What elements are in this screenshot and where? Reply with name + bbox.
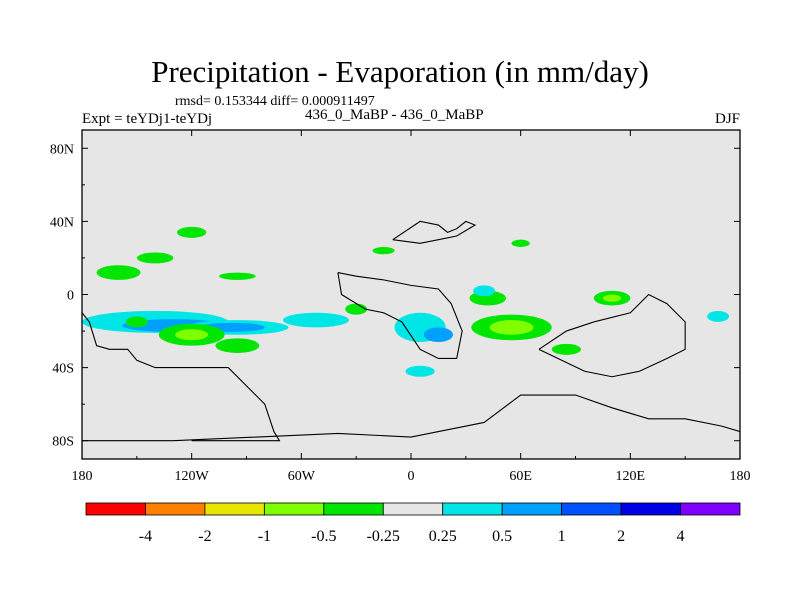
x-tick-label: 60W bbox=[288, 469, 316, 484]
pacific-north-green bbox=[96, 265, 141, 280]
x-tick-label: 180 bbox=[72, 469, 93, 484]
labelbar-label: 4 bbox=[677, 528, 685, 545]
y-tick-label: 40S bbox=[52, 362, 74, 377]
australia-coast bbox=[538, 293, 686, 378]
pacific-sw-green bbox=[215, 338, 260, 353]
eurasia-coast bbox=[392, 220, 477, 244]
west-pacific-lime bbox=[602, 294, 622, 302]
atlantic-green bbox=[345, 303, 368, 315]
experiment-label: Expt = teYDj1-teYDj bbox=[82, 111, 213, 127]
north-atlantic-green bbox=[372, 246, 395, 255]
np-small-green bbox=[219, 272, 256, 280]
south-pacific-east-cyan bbox=[707, 310, 730, 322]
africa-coast bbox=[337, 272, 463, 360]
axis-ticks: 180 120W 60W 0 60E 120E 180 80N 40N 0 40S 80S bbox=[50, 130, 751, 484]
south-america-coast bbox=[82, 312, 281, 442]
comparison-label: 436_0_MaBP - 436_0_MaBP bbox=[305, 107, 484, 123]
pacific-west-green bbox=[125, 316, 148, 328]
labelbar-box bbox=[263, 502, 325, 516]
stats-line: rmsd= 0.153344 diff= 0.000911497 bbox=[175, 94, 375, 109]
labelbar-label: 2 bbox=[617, 528, 625, 545]
antarctica-coast bbox=[82, 394, 740, 459]
x-tick-label: 0 bbox=[408, 469, 415, 484]
chart-title: Precipitation - Evaporation (in mm/day) bbox=[151, 54, 649, 89]
atlantic-cyan bbox=[283, 312, 349, 328]
labelbar-box bbox=[442, 502, 503, 516]
labelbar-label: -0.5 bbox=[311, 528, 336, 545]
asia-green bbox=[511, 239, 530, 247]
y-tick-label: 80S bbox=[52, 435, 74, 450]
labelbar-box bbox=[382, 502, 444, 516]
labelbar-box bbox=[501, 502, 563, 516]
africa-blue bbox=[423, 327, 454, 343]
labelbar-box bbox=[561, 502, 622, 516]
x-tick-label: 120W bbox=[175, 469, 210, 484]
labelbar-label: -4 bbox=[139, 528, 152, 545]
x-tick-label: 120E bbox=[616, 469, 646, 484]
contour-fields bbox=[82, 226, 730, 377]
labelbar-label: -2 bbox=[198, 528, 211, 545]
labelbar-label: 0.25 bbox=[429, 528, 457, 545]
season-label: DJF bbox=[714, 111, 740, 127]
x-tick-label: 60E bbox=[509, 469, 532, 484]
south-ocean-cyan bbox=[405, 365, 435, 377]
pacific-south-lime bbox=[175, 329, 209, 341]
north-pacific-green bbox=[177, 226, 207, 238]
labelbar-box bbox=[85, 502, 146, 516]
labelbar-box bbox=[620, 502, 681, 516]
y-tick-label: 80N bbox=[50, 142, 74, 157]
pacific-north2-green bbox=[136, 252, 174, 264]
labelbar-label: -1 bbox=[258, 528, 271, 545]
coastline bbox=[82, 220, 740, 459]
x-tick-label: 180 bbox=[730, 469, 751, 484]
map-background bbox=[82, 130, 740, 459]
indian-lime bbox=[489, 320, 534, 335]
labelbar-label: -0.25 bbox=[367, 528, 400, 545]
se-indian-green bbox=[551, 343, 581, 355]
labelbar-label: 0.5 bbox=[492, 528, 512, 545]
color-labelbar: -4 -2 -1 -0.5 -0.25 0.25 0.5 1 2 4 bbox=[85, 502, 741, 545]
y-tick-label: 0 bbox=[67, 289, 74, 304]
labelbar-box bbox=[145, 502, 206, 516]
labelbar-box bbox=[204, 502, 265, 516]
labelbar-box bbox=[680, 502, 741, 516]
labelbar-label: 1 bbox=[558, 528, 566, 545]
labelbar-box bbox=[323, 502, 384, 516]
y-tick-label: 40N bbox=[50, 215, 74, 230]
arabia-cyan bbox=[473, 285, 496, 297]
